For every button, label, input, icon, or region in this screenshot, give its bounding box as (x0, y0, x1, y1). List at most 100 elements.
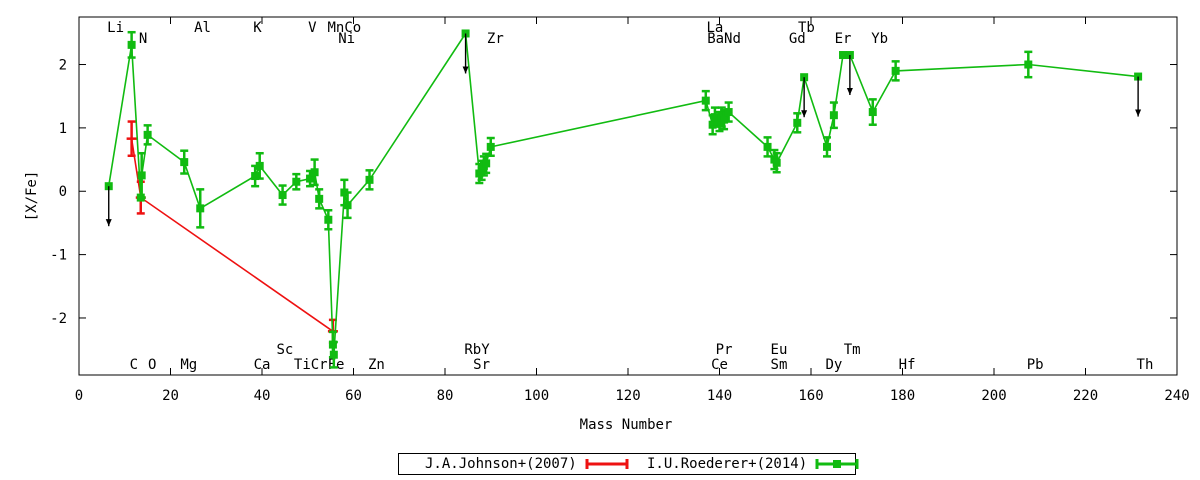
data-point (324, 215, 333, 224)
data-point (365, 175, 374, 184)
upper-limit-arrow (105, 186, 112, 227)
element-label: RbY (464, 342, 490, 358)
legend-swatch (585, 459, 629, 469)
data-point (292, 177, 301, 186)
data-point (180, 158, 189, 167)
x-tick-label: 160 (798, 388, 823, 404)
element-label: C (130, 357, 138, 373)
arrow-head (1135, 109, 1142, 117)
y-tick-label: 0 (59, 184, 67, 200)
data-point (793, 118, 802, 127)
x-tick-label: 100 (524, 388, 549, 404)
element-label: Sc (276, 342, 293, 358)
data-point (137, 171, 146, 180)
data-point (477, 166, 486, 175)
legend: J.A.Johnson+(2007) I.U.Roederer+(2014) (398, 453, 859, 475)
data-point (310, 168, 319, 177)
data-point (251, 172, 260, 181)
data-point (315, 194, 324, 203)
element-label: Pr (716, 342, 733, 358)
element-label: MnCo (327, 20, 361, 36)
element-label: Ca (254, 357, 271, 373)
x-axis-label: Mass Number (580, 417, 673, 433)
element-label: V (308, 20, 317, 36)
data-point (127, 40, 136, 49)
x-tick-label: 120 (615, 388, 640, 404)
element-label: Th (1137, 357, 1154, 373)
x-tick-label: 60 (345, 388, 362, 404)
element-label: Tb (798, 20, 815, 36)
data-point (829, 111, 838, 120)
data-point (196, 204, 205, 213)
data-point (823, 142, 832, 151)
data-point (720, 115, 729, 124)
series-1 (126, 120, 338, 344)
arrow-head (801, 110, 808, 118)
y-tick-label: -2 (50, 311, 67, 327)
arrow-head (105, 219, 112, 227)
data-point (143, 130, 152, 139)
element-label: Tm (844, 342, 861, 358)
element-label: BaNd (707, 31, 741, 47)
data-point (278, 191, 287, 200)
data-point (329, 350, 338, 359)
legend-label: J.A.Johnson+(2007) (425, 456, 577, 472)
axis-ticks: 0 20 40 60 80 100 120 140 160 180 200 220 240 -2 -1 0 1 2 (50, 17, 1190, 404)
element-label: Pb (1027, 357, 1044, 373)
legend-swatch (815, 459, 859, 469)
y-tick-label: 2 (59, 58, 67, 74)
data-point (763, 142, 772, 151)
y-tick-label: -1 (50, 248, 67, 264)
upper-limit-arrows (105, 33, 1142, 227)
element-label: Zr (487, 31, 504, 47)
upper-limit-arrow (846, 55, 853, 96)
element-label: Hf (899, 357, 916, 373)
upper-limit-arrow (1135, 76, 1142, 117)
series-line (107, 31, 1139, 355)
data-point (255, 161, 264, 170)
element-label: K (253, 20, 262, 36)
data-point (715, 117, 724, 126)
element-label: Yb (871, 31, 888, 47)
upper-limit-arrow (462, 33, 469, 74)
data-point (701, 96, 710, 105)
legend-label: I.U.Roederer+(2014) (647, 456, 808, 472)
data-point (306, 174, 315, 183)
data-point (343, 201, 352, 210)
plot-frame (78, 16, 1178, 376)
series-line (130, 138, 334, 332)
element-label: Sm (771, 357, 788, 373)
data-point (710, 113, 719, 122)
element-label: Li (107, 20, 124, 36)
data-point (482, 159, 491, 168)
element-label: Dy (825, 357, 842, 373)
arrow-head (462, 66, 469, 74)
series-layer (104, 29, 1143, 369)
data-point (868, 108, 877, 117)
element-label: Er (835, 31, 852, 47)
x-tick-label: 40 (254, 388, 271, 404)
x-tick-label: 200 (981, 388, 1006, 404)
element-label: Eu (771, 342, 788, 358)
element-label: N (139, 31, 147, 47)
element-label: TiCrFe (294, 357, 345, 373)
legend-item-johnson: J.A.Johnson+(2007) (425, 454, 629, 474)
x-tick-label: 140 (707, 388, 732, 404)
x-tick-label: 80 (437, 388, 454, 404)
arrow-head (846, 88, 853, 96)
element-label: Mg (180, 357, 197, 373)
y-tick-label: 1 (59, 121, 67, 137)
y-axis-label: [X/Fe] (24, 171, 40, 222)
element-label: Gd (789, 31, 806, 47)
data-point (1024, 60, 1033, 69)
data-point (708, 120, 717, 129)
x-tick-label: 220 (1073, 388, 1098, 404)
series-2 (104, 29, 1143, 369)
x-tick-label: 180 (890, 388, 915, 404)
data-point (486, 142, 495, 151)
x-tick-label: 240 (1164, 388, 1189, 404)
data-point (772, 158, 781, 167)
element-label: Al (194, 20, 211, 36)
element-label: Ce (711, 357, 728, 373)
